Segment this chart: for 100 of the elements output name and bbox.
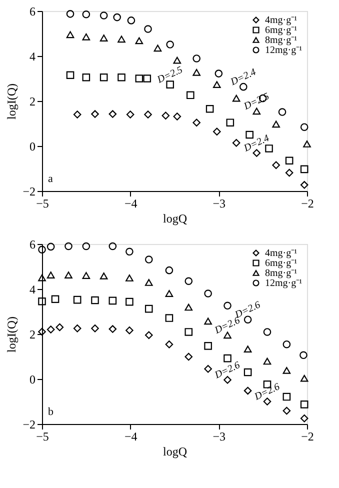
point: [300, 165, 308, 174]
x-axis-title: logQ: [163, 212, 188, 226]
point: [165, 290, 174, 297]
legend-label: 8mg·g⁻¹: [265, 268, 298, 279]
point: [300, 400, 308, 408]
legend-label: 8mg·g⁻¹: [265, 35, 298, 46]
point: [272, 120, 280, 128]
point: [303, 140, 311, 148]
point: [46, 242, 55, 251]
point: [282, 392, 291, 401]
point: [82, 73, 90, 82]
point: [204, 364, 212, 373]
point: [108, 242, 117, 250]
point: [108, 325, 117, 333]
point: [263, 328, 272, 336]
point: [144, 331, 153, 340]
point: [144, 256, 153, 264]
point: [73, 296, 82, 304]
point: [64, 272, 72, 279]
point: [173, 56, 182, 64]
x-tick-label: −4: [124, 430, 138, 444]
point: [46, 326, 55, 334]
point: [204, 342, 212, 350]
point: [244, 386, 252, 395]
x-tick-label: −3: [212, 430, 226, 444]
point: [135, 37, 144, 44]
point: [212, 81, 221, 88]
point: [204, 318, 212, 325]
point: [108, 296, 117, 305]
y-tick-label: 2: [30, 94, 36, 108]
y-axis-title: logI(Q): [4, 84, 19, 120]
point: [126, 248, 134, 256]
x-tick-label: −5: [36, 196, 49, 210]
point: [100, 34, 108, 42]
annotation: D=2.4: [228, 66, 258, 88]
point: [278, 108, 286, 116]
point: [64, 242, 72, 250]
point: [232, 94, 240, 102]
point: [38, 328, 46, 336]
point: [300, 123, 308, 131]
legend-label: 6mg·g⁻¹: [265, 258, 298, 269]
legend-label: 12mg·g⁻¹: [265, 278, 302, 289]
annotation: a: [48, 173, 53, 185]
x-axis-title: logQ: [163, 444, 188, 458]
y-tick-label: 2: [30, 328, 36, 342]
point: [186, 91, 194, 100]
y-tick-label: 4: [30, 282, 36, 296]
y-tick-label: −2: [22, 184, 36, 198]
point: [73, 110, 82, 118]
point: [173, 112, 182, 120]
point: [91, 296, 99, 304]
point: [263, 358, 272, 365]
annotation: D=2.4: [241, 133, 272, 155]
point: [100, 272, 108, 280]
point: [51, 295, 60, 304]
point: [66, 71, 74, 80]
point: [300, 414, 308, 422]
x-tick-label: −5: [36, 430, 49, 444]
point: [214, 70, 223, 78]
point: [82, 242, 90, 250]
point: [162, 112, 170, 120]
point: [38, 274, 46, 282]
legend-label: 4mg·g⁻¹: [265, 15, 298, 26]
point: [126, 298, 134, 306]
point: [144, 304, 153, 313]
point: [66, 10, 74, 18]
point: [154, 44, 162, 52]
y-tick-label: 0: [30, 372, 36, 386]
point: [73, 324, 82, 332]
point: [113, 13, 121, 22]
point: [300, 181, 308, 189]
point: [66, 31, 74, 38]
point: [126, 110, 134, 118]
y-tick-label: 4: [30, 50, 36, 64]
point: [165, 266, 174, 274]
y-tick-label: −2: [22, 418, 36, 432]
point: [108, 110, 117, 118]
point: [282, 366, 291, 374]
point: [192, 54, 200, 62]
point: [224, 302, 232, 310]
point: [166, 40, 174, 48]
point: [184, 328, 193, 336]
point: [300, 374, 308, 382]
annotation: b: [48, 406, 54, 418]
point: [285, 156, 294, 165]
annotation: D=2.5: [154, 64, 184, 86]
point: [126, 326, 134, 334]
point: [144, 25, 152, 33]
legend-label: 6mg·g⁻¹: [265, 25, 298, 36]
point: [244, 368, 252, 376]
x-tick-label: −2: [301, 430, 314, 444]
point: [226, 118, 234, 127]
annotation: D=2.6: [212, 360, 242, 382]
point: [272, 161, 280, 170]
point: [232, 138, 240, 147]
point: [100, 73, 108, 82]
point: [144, 110, 152, 118]
point: [285, 168, 294, 177]
point: [56, 323, 64, 332]
point: [38, 297, 46, 306]
